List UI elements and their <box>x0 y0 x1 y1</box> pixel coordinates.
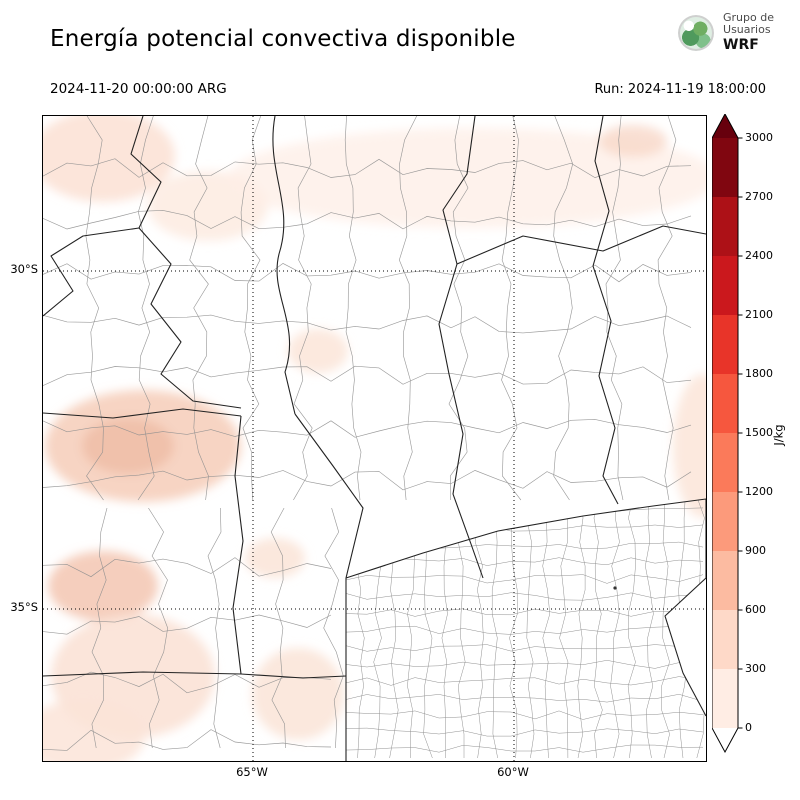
graticule <box>43 116 706 761</box>
colorbar-tick: 1800 <box>745 367 773 380</box>
page-title: Energía potencial convectiva disponible <box>50 26 516 52</box>
map <box>42 115 707 762</box>
colorbar-tick: 1500 <box>745 426 773 439</box>
colorbar <box>712 114 743 754</box>
colorbar-unit-label: J/kg <box>771 424 786 446</box>
run-time-label: Run: 2024-11-19 18:00:00 <box>594 82 766 97</box>
buenos-aires-border <box>345 498 706 717</box>
buenos-aires-mesh <box>346 499 705 759</box>
lon-label-60w: 60°W <box>497 765 529 779</box>
cape-shading-patches <box>43 116 706 761</box>
wrf-users-group-logo: Grupo de Usuarios WRF <box>678 11 774 53</box>
province-borders <box>43 116 706 761</box>
city-marker <box>613 586 617 590</box>
colorbar-tick: 2100 <box>745 308 773 321</box>
lat-label-30s: 30°S <box>10 262 38 276</box>
colorbar-tick: 3000 <box>745 131 773 144</box>
logo-text-wrf: WRF <box>723 36 759 53</box>
logo-text-line2: Usuarios <box>723 23 771 37</box>
colorbar-tick: 1200 <box>745 485 773 498</box>
globe-icon <box>678 14 715 51</box>
department-borders <box>43 116 692 501</box>
valid-time-label: 2024-11-20 00:00:00 ARG <box>50 81 227 97</box>
map-canvas <box>42 115 707 762</box>
colorbar-tick: 2400 <box>745 249 773 262</box>
lat-label-35s: 35°S <box>10 600 38 614</box>
colorbar-tick: 600 <box>745 603 766 616</box>
lon-label-65w: 65°W <box>236 765 268 779</box>
colorbar-tick: 2700 <box>745 190 773 203</box>
department-borders-south <box>43 508 344 751</box>
colorbar-tick: 0 <box>745 721 752 734</box>
logo-text-line1: Grupo de <box>723 11 774 24</box>
colorbar-tick: 300 <box>745 662 766 675</box>
colorbar-tick: 900 <box>745 544 766 557</box>
